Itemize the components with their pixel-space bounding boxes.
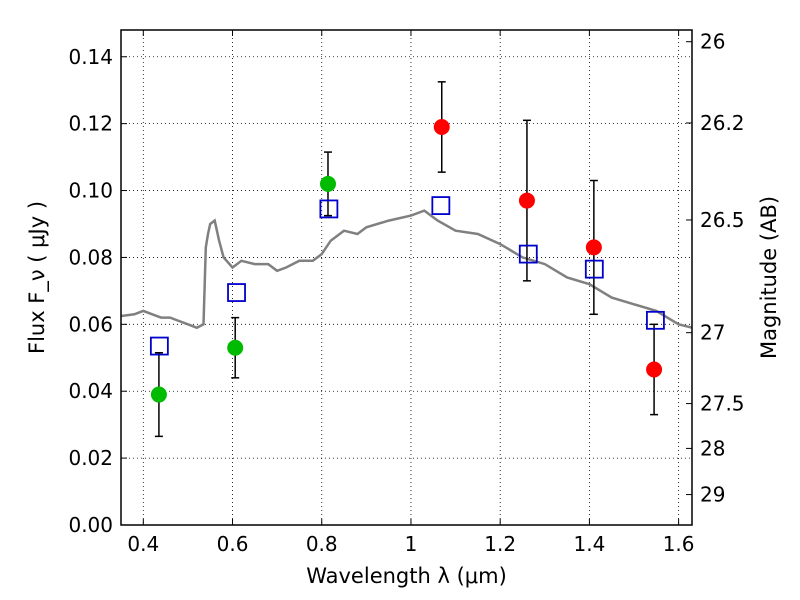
plot-frame [120,29,693,526]
data-point [433,118,450,135]
y2-tick-label: 27.5 [700,392,745,416]
y2-tick-label: 26.5 [700,208,745,232]
y-tick-label: 0.12 [68,112,113,136]
data-point [150,386,167,403]
model-point [431,196,451,215]
y-tick-label: 0.14 [68,45,113,69]
y2-tick-label: 26 [700,30,725,54]
y2-tick-label: 29 [700,483,725,507]
model-point [227,283,246,302]
x-axis-title: Wavelength λ (μm) [306,564,507,588]
x-tick-label: 0.6 [217,532,249,556]
y2-tick-label: 28 [700,436,725,460]
x-tick-label: 1.6 [663,532,695,556]
x-tick-label: 1.2 [484,532,516,556]
y-tick-label: 0.08 [68,245,113,269]
model-point [584,259,604,279]
x-tick-label: 0.4 [127,532,159,556]
data-point [585,239,602,256]
model-point [319,199,339,219]
y2-axis-title: Magnitude (AB) [757,196,781,359]
y-tick-label: 0.10 [68,179,113,203]
data-markers [149,118,665,403]
data-point [518,192,535,209]
data-point [319,175,336,192]
model-point [518,244,538,264]
y-axis-title: Flux F_ν ( μJy ) [25,201,50,354]
x-tick-label: 1.4 [573,532,605,556]
error-bars [154,81,659,438]
data-point [227,339,244,356]
y-tick-label: 0.00 [68,513,113,537]
x-tick-label: 0.8 [306,532,338,556]
x-tick-label: 1 [405,532,418,556]
data-point [646,361,663,378]
y-tick-label: 0.06 [68,312,113,336]
grid [121,30,692,525]
y-tick-label: 0.04 [68,379,113,403]
y2-tick-label: 26.2 [700,111,745,135]
axis-ticks: 0.4 0.6 0.8 1 1.2 1.4 1.6 0.00 0.02 0.04 0.06 0.08 0… [68,30,744,556]
model-point [149,336,169,356]
model-point [646,310,665,330]
spectrum-line [121,209,692,330]
y2-tick-label: 27 [700,321,725,345]
model-spectrum [121,209,692,330]
y-tick-label: 0.02 [68,446,113,470]
